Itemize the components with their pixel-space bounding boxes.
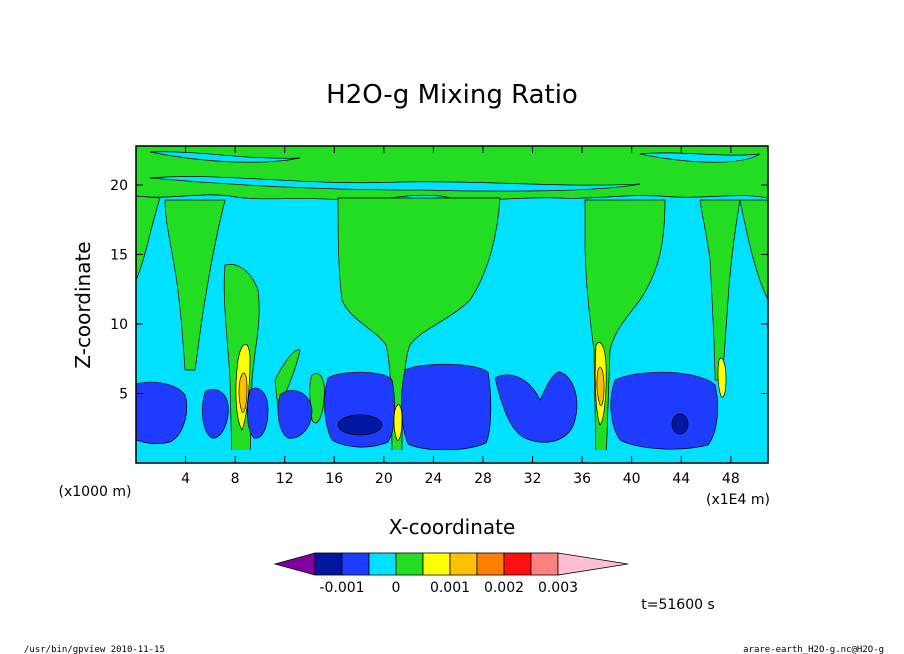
colorbar-swatch: [368, 552, 397, 576]
colorbar-label: -0.001: [319, 580, 364, 596]
y-tick-label: 5: [119, 386, 128, 402]
footer-right: arare-earth_H2O-g.nc@H2O-g: [743, 645, 884, 654]
contour-cyan-bottom: [136, 450, 768, 463]
x-axis-label: X-coordinate: [389, 515, 516, 539]
footer-left: /usr/bin/gpview 2010-11-15: [24, 645, 165, 654]
colorbar-label: 0.003: [538, 580, 578, 596]
contour-blue-5: [324, 371, 395, 448]
contour-green-left-edge: [136, 195, 161, 281]
colorbar-label: 0.002: [484, 580, 524, 596]
colorbar-label: 0: [392, 580, 401, 596]
colorbar-swatch: [503, 552, 532, 576]
chart-title: H2O-g Mixing Ratio: [326, 80, 578, 110]
contour-blue-7: [494, 371, 578, 443]
contour-blue-8: [610, 371, 718, 450]
colorbar-underflow: [273, 552, 316, 576]
contour-blue-1: [136, 381, 188, 445]
x-tick-label: 8: [231, 471, 240, 487]
contour-cyan-streak-2: [149, 151, 301, 163]
contour-darkblue-core-1: [337, 414, 383, 436]
contour-cyan-streak-3: [639, 152, 761, 163]
x-tick-label: 36: [573, 471, 591, 487]
contour-cyan-streak-1: [149, 176, 641, 192]
x-unit-left: (x1000 m): [59, 484, 132, 500]
colorbar-swatch: [530, 552, 559, 576]
contour-orange-core-9: [238, 372, 248, 413]
colorbar-swatch: [422, 552, 451, 576]
contour-yellow-core-47: [717, 357, 727, 398]
y-axis-label: Z-coordinate: [71, 241, 95, 368]
contour-blue-4: [277, 390, 313, 439]
plot-frame: [135, 145, 769, 464]
contour-blue-3: [247, 387, 269, 439]
y-tick-label: 10: [110, 317, 128, 333]
colorbar-overflow: [557, 552, 629, 576]
contour-blue-2: [202, 389, 229, 439]
colorbar-swatch: [449, 552, 478, 576]
x-tick-label: 44: [672, 471, 690, 487]
x-tick-label: 16: [325, 471, 343, 487]
x-tick-label: 28: [474, 471, 492, 487]
colorbar-swatch: [476, 552, 505, 576]
contour-blue-6: [401, 363, 492, 451]
colorbar-swatch: [395, 552, 424, 576]
y-tick-label: 15: [110, 247, 128, 263]
contour-green-plume-21: [337, 197, 501, 463]
x-tick-label: 4: [181, 471, 190, 487]
contour-green-plumelet-2: [309, 373, 325, 424]
y-tick-label: 20: [110, 178, 128, 194]
colorbar-label: 0.001: [430, 580, 470, 596]
plot-area: [135, 145, 769, 464]
x-tick-label: 32: [524, 471, 542, 487]
colorbar-swatch: [341, 552, 370, 576]
contour-darkblue-core-2: [671, 413, 689, 435]
contour-yellow-core-21: [393, 404, 403, 441]
colorbar-swatch: [314, 552, 343, 576]
contour-orange-core-37: [596, 366, 605, 406]
x-tick-label: 24: [424, 471, 442, 487]
time-label: t=51600 s: [641, 597, 715, 613]
x-tick-label: 12: [276, 471, 294, 487]
x-tick-label: 20: [375, 471, 393, 487]
contour-green-plume-6: [164, 199, 226, 371]
x-tick-label: 40: [623, 471, 641, 487]
x-tick-label: 48: [722, 471, 740, 487]
colorbar: -0.001 0 0.001 0.002 0.003: [273, 552, 629, 596]
x-unit-right: (x1E4 m): [706, 492, 770, 508]
